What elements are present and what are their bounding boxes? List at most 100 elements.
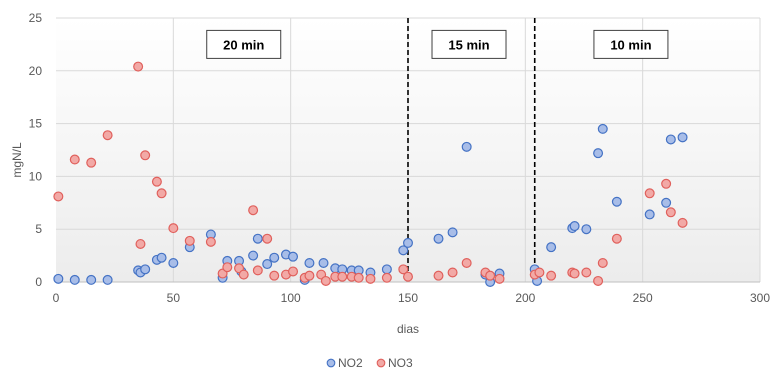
y-tick-label: 5 bbox=[35, 222, 42, 236]
no2-point bbox=[403, 237, 414, 248]
no3-point bbox=[53, 191, 64, 202]
no3-point bbox=[262, 233, 273, 244]
annotation-box bbox=[206, 29, 282, 59]
no3-point bbox=[593, 275, 604, 286]
no3-point bbox=[365, 273, 376, 284]
no3-point bbox=[151, 176, 162, 187]
no2-point bbox=[447, 227, 458, 238]
no3-point bbox=[140, 150, 151, 161]
no3-point bbox=[353, 272, 364, 283]
no2-point bbox=[156, 252, 167, 263]
no2-point bbox=[569, 221, 580, 232]
axes: 0 50 100 150 200 250 300 0 5 10 15 20 25 bbox=[29, 11, 771, 305]
no2-point bbox=[593, 148, 604, 159]
no3-point bbox=[238, 269, 249, 280]
no3-point bbox=[677, 217, 688, 228]
no2-point bbox=[69, 274, 80, 285]
x-tick-label: 250 bbox=[633, 291, 653, 305]
no3-point bbox=[461, 257, 472, 268]
x-tick-label: 50 bbox=[167, 291, 181, 305]
no3-point bbox=[433, 270, 444, 281]
no3-point bbox=[156, 188, 167, 199]
no2-point bbox=[304, 257, 315, 268]
no2-point bbox=[546, 242, 557, 253]
y-tick-label: 25 bbox=[29, 11, 43, 25]
no3-point bbox=[86, 157, 97, 168]
no3-point bbox=[269, 270, 280, 281]
x-tick-label: 200 bbox=[515, 291, 535, 305]
no2-point bbox=[398, 245, 409, 256]
legend: NO2 NO3 bbox=[326, 356, 413, 370]
no3-point bbox=[248, 205, 259, 216]
no2-point bbox=[318, 257, 329, 268]
y-tick-label: 0 bbox=[35, 275, 42, 289]
no3-point bbox=[447, 267, 458, 278]
no2-point bbox=[461, 141, 472, 152]
no3-point bbox=[252, 265, 263, 276]
no2-point bbox=[248, 250, 259, 261]
annotation-label: 15 min bbox=[448, 37, 489, 52]
legend-marker-no2 bbox=[326, 358, 336, 368]
no2-point bbox=[611, 196, 622, 207]
legend-marker-no3 bbox=[376, 358, 386, 368]
x-axis-title: dias bbox=[397, 322, 419, 336]
no3-point bbox=[597, 257, 608, 268]
no2-point bbox=[262, 259, 273, 270]
no2-point bbox=[288, 251, 299, 262]
no3-point bbox=[494, 273, 505, 284]
no3-point bbox=[381, 272, 392, 283]
no2-point bbox=[581, 224, 592, 235]
no3-point bbox=[569, 268, 580, 279]
no3-point bbox=[184, 235, 195, 246]
no3-point bbox=[398, 264, 409, 275]
x-tick-label: 100 bbox=[281, 291, 301, 305]
no2-point bbox=[665, 134, 676, 145]
no3-point bbox=[320, 275, 331, 286]
x-tick-label: 0 bbox=[53, 291, 60, 305]
annotation-box bbox=[593, 29, 669, 59]
no2-point bbox=[140, 264, 151, 275]
no3-point bbox=[133, 61, 144, 72]
no2-point bbox=[86, 274, 97, 285]
y-tick-label: 20 bbox=[29, 64, 43, 78]
no2-point bbox=[381, 264, 392, 275]
no3-point bbox=[69, 154, 80, 165]
no3-point bbox=[102, 130, 113, 141]
no3-point bbox=[205, 236, 216, 247]
annotation-label: 10 min bbox=[610, 37, 651, 52]
no2-point bbox=[102, 274, 113, 285]
no2-point bbox=[677, 132, 688, 143]
y-axis-title: mgN/L bbox=[10, 142, 24, 178]
no2-point bbox=[53, 273, 64, 284]
no3-point bbox=[168, 223, 179, 234]
no3-point bbox=[403, 271, 414, 282]
x-tick-label: 300 bbox=[750, 291, 770, 305]
no3-point bbox=[337, 271, 348, 282]
no3-point bbox=[661, 178, 672, 189]
no3-point bbox=[534, 267, 545, 278]
annotation-box bbox=[431, 29, 507, 59]
no3-point bbox=[611, 233, 622, 244]
no3-point bbox=[581, 267, 592, 278]
no2-point bbox=[168, 257, 179, 268]
x-tick-label: 150 bbox=[398, 291, 418, 305]
no3-point bbox=[288, 266, 299, 277]
no3-point bbox=[644, 188, 655, 199]
data-points bbox=[53, 61, 688, 288]
no3-point bbox=[135, 238, 146, 249]
no3-point bbox=[485, 270, 496, 281]
annotation-label: 20 min bbox=[223, 37, 264, 52]
no3-point bbox=[546, 270, 557, 281]
no2-point bbox=[644, 209, 655, 220]
no3-point bbox=[304, 270, 315, 281]
period-annotations: 20 min 15 min 10 min bbox=[206, 29, 669, 59]
no2-point bbox=[661, 197, 672, 208]
no2-point bbox=[252, 233, 263, 244]
no3-point bbox=[222, 262, 233, 273]
legend-label-no2: NO2 bbox=[338, 356, 363, 370]
no3-point bbox=[665, 207, 676, 218]
y-tick-label: 15 bbox=[29, 117, 43, 131]
y-tick-label: 10 bbox=[29, 169, 43, 183]
